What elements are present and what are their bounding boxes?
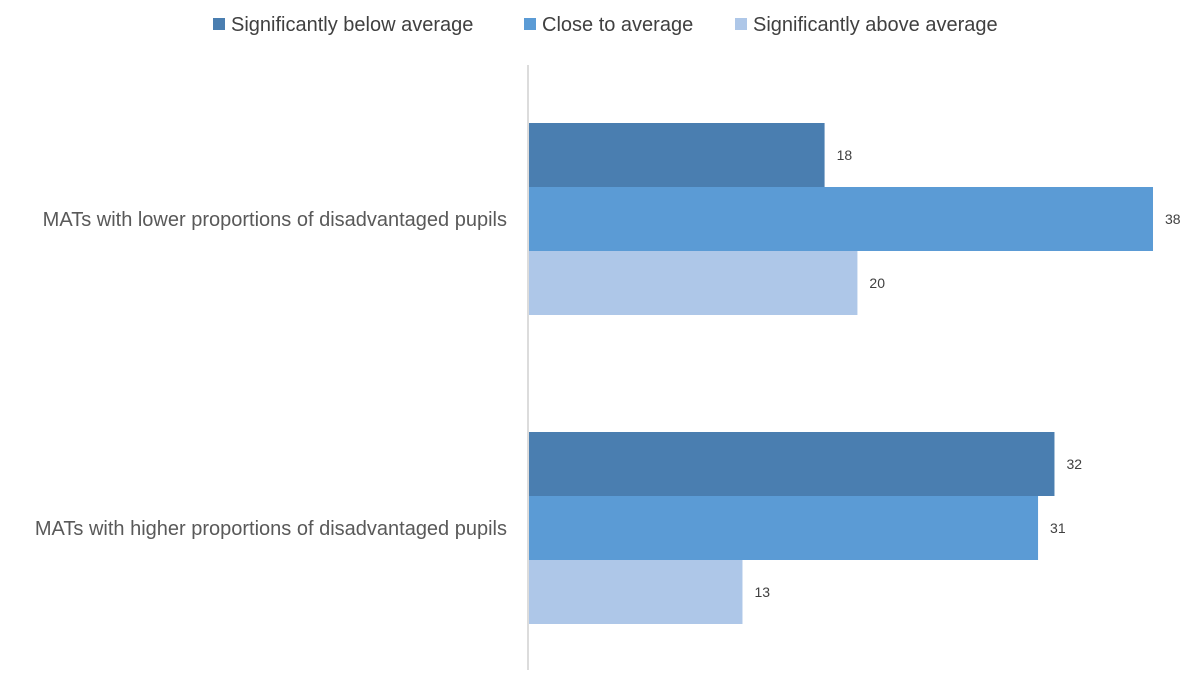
bar-significantly-below-average-2 [529, 432, 1055, 496]
legend-label: Significantly below average [231, 14, 473, 36]
bar-significantly-above-average-1 [529, 251, 858, 315]
legend-swatch [735, 18, 747, 30]
legend-swatch [524, 18, 536, 30]
bar-significantly-above-average-2 [529, 560, 743, 624]
data-labels: 18 38 20 32 31 13 [754, 147, 1180, 600]
data-label: 31 [1050, 520, 1066, 536]
legend-swatch [213, 18, 225, 30]
data-label: 18 [837, 147, 853, 163]
bar-close-to-average-2 [529, 496, 1039, 560]
data-label: 20 [869, 275, 885, 291]
bar-significantly-below-average-1 [529, 123, 825, 187]
legend: Significantly below average Close to aver… [213, 14, 998, 36]
bar-close-to-average-1 [529, 187, 1153, 251]
data-label: 32 [1066, 456, 1082, 472]
category-axis: MATs with lower proportions of disadvant… [35, 65, 529, 670]
legend-item-significantly-below-average: Significantly below average [213, 14, 473, 36]
bars [529, 123, 1153, 624]
category-label: MATs with higher proportions of disadvan… [35, 518, 507, 540]
category-label: MATs with lower proportions of disadvant… [43, 209, 507, 231]
legend-item-close-to-average: Close to average [524, 14, 693, 36]
legend-label: Close to average [542, 14, 693, 36]
data-label: 13 [754, 584, 770, 600]
legend-label: Significantly above average [753, 14, 998, 36]
legend-item-significantly-above-average: Significantly above average [735, 14, 998, 36]
data-label: 38 [1165, 211, 1181, 227]
